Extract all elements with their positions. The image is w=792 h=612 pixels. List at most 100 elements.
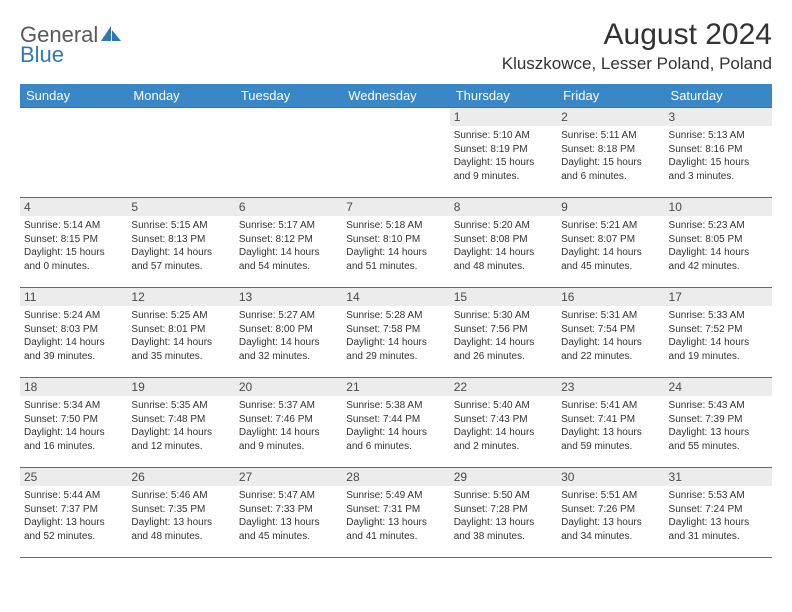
- sunrise-line: Sunrise: 5:44 AM: [24, 489, 123, 503]
- day-content: Sunrise: 5:46 AMSunset: 7:35 PMDaylight:…: [131, 489, 230, 543]
- calendar-cell: 14Sunrise: 5:28 AMSunset: 7:58 PMDayligh…: [342, 288, 449, 378]
- calendar-cell: [235, 108, 342, 198]
- day-content: Sunrise: 5:27 AMSunset: 8:00 PMDaylight:…: [239, 309, 338, 363]
- sunrise-line: Sunrise: 5:21 AM: [561, 219, 660, 233]
- sunset-line: Sunset: 7:46 PM: [239, 413, 338, 427]
- day-number: 15: [450, 288, 557, 306]
- sunset-line: Sunset: 7:26 PM: [561, 503, 660, 517]
- calendar-week: 1Sunrise: 5:10 AMSunset: 8:19 PMDaylight…: [20, 108, 772, 198]
- sunset-line: Sunset: 8:01 PM: [131, 323, 230, 337]
- day-content: Sunrise: 5:18 AMSunset: 8:10 PMDaylight:…: [346, 219, 445, 273]
- logo-text: General Blue: [20, 24, 123, 66]
- sunset-line: Sunset: 8:07 PM: [561, 233, 660, 247]
- day-content: Sunrise: 5:47 AMSunset: 7:33 PMDaylight:…: [239, 489, 338, 543]
- day-number: 8: [450, 198, 557, 216]
- day-number: 17: [665, 288, 772, 306]
- calendar-cell: 16Sunrise: 5:31 AMSunset: 7:54 PMDayligh…: [557, 288, 664, 378]
- calendar-cell: 31Sunrise: 5:53 AMSunset: 7:24 PMDayligh…: [665, 468, 772, 558]
- sunrise-line: Sunrise: 5:25 AM: [131, 309, 230, 323]
- daylight-line: Daylight: 13 hours and 45 minutes.: [239, 516, 338, 543]
- daylight-line: Daylight: 13 hours and 59 minutes.: [561, 426, 660, 453]
- sunset-line: Sunset: 7:28 PM: [454, 503, 553, 517]
- calendar-cell: 13Sunrise: 5:27 AMSunset: 8:00 PMDayligh…: [235, 288, 342, 378]
- sunset-line: Sunset: 7:37 PM: [24, 503, 123, 517]
- calendar-cell: [20, 108, 127, 198]
- daylight-line: Daylight: 14 hours and 2 minutes.: [454, 426, 553, 453]
- calendar-body: 1Sunrise: 5:10 AMSunset: 8:19 PMDaylight…: [20, 108, 772, 558]
- sunset-line: Sunset: 8:18 PM: [561, 143, 660, 157]
- calendar-cell: [127, 108, 234, 198]
- calendar-cell: [342, 108, 449, 198]
- sunrise-line: Sunrise: 5:41 AM: [561, 399, 660, 413]
- sunset-line: Sunset: 7:50 PM: [24, 413, 123, 427]
- daylight-line: Daylight: 14 hours and 48 minutes.: [454, 246, 553, 273]
- day-content: Sunrise: 5:34 AMSunset: 7:50 PMDaylight:…: [24, 399, 123, 453]
- sunset-line: Sunset: 7:52 PM: [669, 323, 768, 337]
- day-content: Sunrise: 5:38 AMSunset: 7:44 PMDaylight:…: [346, 399, 445, 453]
- calendar-week: 18 Sunrise: 5:34 AMSunset: 7:50 PMDayligh…: [20, 378, 772, 468]
- daylight-line: Daylight: 13 hours and 38 minutes.: [454, 516, 553, 543]
- sunset-line: Sunset: 7:44 PM: [346, 413, 445, 427]
- calendar-cell: 26Sunrise: 5:46 AMSunset: 7:35 PMDayligh…: [127, 468, 234, 558]
- sunrise-line: Sunrise: 5:14 AM: [24, 219, 123, 233]
- sunrise-line: Sunrise: 5:13 AM: [669, 129, 768, 143]
- day-content: Sunrise: 5:11 AMSunset: 8:18 PMDaylight:…: [561, 129, 660, 183]
- sunrise-line: Sunrise: 5:30 AM: [454, 309, 553, 323]
- sunset-line: Sunset: 7:43 PM: [454, 413, 553, 427]
- calendar-cell: 12Sunrise: 5:25 AMSunset: 8:01 PMDayligh…: [127, 288, 234, 378]
- sunset-line: Sunset: 7:56 PM: [454, 323, 553, 337]
- day-content: Sunrise: 5:40 AMSunset: 7:43 PMDaylight:…: [454, 399, 553, 453]
- sunset-line: Sunset: 8:03 PM: [24, 323, 123, 337]
- sunrise-line: Sunrise: 5:35 AM: [131, 399, 230, 413]
- daylight-line: Daylight: 14 hours and 6 minutes.: [346, 426, 445, 453]
- daylight-line: Daylight: 13 hours and 55 minutes.: [669, 426, 768, 453]
- day-content: Sunrise: 5:35 AMSunset: 7:48 PMDaylight:…: [131, 399, 230, 453]
- sunrise-line: Sunrise: 5:31 AM: [561, 309, 660, 323]
- day-content: Sunrise: 5:51 AMSunset: 7:26 PMDaylight:…: [561, 489, 660, 543]
- day-number: 28: [342, 468, 449, 486]
- sunrise-line: Sunrise: 5:20 AM: [454, 219, 553, 233]
- location: Kluszkowce, Lesser Poland, Poland: [502, 54, 772, 74]
- day-content: Sunrise: 5:25 AMSunset: 8:01 PMDaylight:…: [131, 309, 230, 363]
- sunset-line: Sunset: 8:15 PM: [24, 233, 123, 247]
- sunset-line: Sunset: 7:48 PM: [131, 413, 230, 427]
- daylight-line: Daylight: 15 hours and 9 minutes.: [454, 156, 553, 183]
- calendar-cell: 4Sunrise: 5:14 AMSunset: 8:15 PMDaylight…: [20, 198, 127, 288]
- day-number: 25: [20, 468, 127, 486]
- calendar-cell: 9Sunrise: 5:21 AMSunset: 8:07 PMDaylight…: [557, 198, 664, 288]
- day-header: Monday: [127, 84, 234, 108]
- calendar-cell: 27Sunrise: 5:47 AMSunset: 7:33 PMDayligh…: [235, 468, 342, 558]
- sunrise-line: Sunrise: 5:15 AM: [131, 219, 230, 233]
- sunset-line: Sunset: 8:10 PM: [346, 233, 445, 247]
- calendar-cell: 21Sunrise: 5:38 AMSunset: 7:44 PMDayligh…: [342, 378, 449, 468]
- calendar-cell: 30Sunrise: 5:51 AMSunset: 7:26 PMDayligh…: [557, 468, 664, 558]
- sunset-line: Sunset: 7:54 PM: [561, 323, 660, 337]
- calendar-cell: 17Sunrise: 5:33 AMSunset: 7:52 PMDayligh…: [665, 288, 772, 378]
- calendar-cell: 15Sunrise: 5:30 AMSunset: 7:56 PMDayligh…: [450, 288, 557, 378]
- day-content: Sunrise: 5:13 AMSunset: 8:16 PMDaylight:…: [669, 129, 768, 183]
- sunrise-line: Sunrise: 5:51 AM: [561, 489, 660, 503]
- daylight-line: Daylight: 14 hours and 29 minutes.: [346, 336, 445, 363]
- day-number: 1: [450, 108, 557, 126]
- sunset-line: Sunset: 8:05 PM: [669, 233, 768, 247]
- day-number: 22: [450, 378, 557, 396]
- day-content: Sunrise: 5:15 AMSunset: 8:13 PMDaylight:…: [131, 219, 230, 273]
- calendar-week: 4Sunrise: 5:14 AMSunset: 8:15 PMDaylight…: [20, 198, 772, 288]
- sunset-line: Sunset: 7:35 PM: [131, 503, 230, 517]
- daylight-line: Daylight: 13 hours and 48 minutes.: [131, 516, 230, 543]
- month-title: August 2024: [502, 18, 772, 52]
- sunset-line: Sunset: 7:39 PM: [669, 413, 768, 427]
- day-number: 14: [342, 288, 449, 306]
- day-number: 18: [20, 378, 127, 396]
- title-block: August 2024 Kluszkowce, Lesser Poland, P…: [502, 18, 772, 74]
- calendar-cell: 25 Sunrise: 5:44 AMSunset: 7:37 PMDayligh…: [20, 468, 127, 558]
- day-number: 11: [20, 288, 127, 306]
- day-number: 31: [665, 468, 772, 486]
- sunset-line: Sunset: 8:16 PM: [669, 143, 768, 157]
- logo-sail-icon: [101, 24, 123, 46]
- sunset-line: Sunset: 7:24 PM: [669, 503, 768, 517]
- day-number: 9: [557, 198, 664, 216]
- calendar-cell: 18 Sunrise: 5:34 AMSunset: 7:50 PMDayligh…: [20, 378, 127, 468]
- sunrise-line: Sunrise: 5:40 AM: [454, 399, 553, 413]
- daylight-line: Daylight: 13 hours and 52 minutes.: [24, 516, 123, 543]
